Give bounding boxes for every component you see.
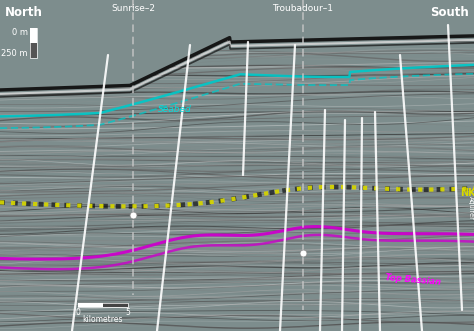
Text: 0: 0 <box>75 308 81 317</box>
Text: North: North <box>5 6 43 19</box>
Text: Reservoir &
Aquifer: Reservoir & Aquifer <box>468 196 474 234</box>
Bar <box>78 303 128 307</box>
Text: 0 m: 0 m <box>12 28 28 37</box>
Polygon shape <box>220 0 474 30</box>
Polygon shape <box>0 0 474 90</box>
Text: Top Bassian: Top Bassian <box>385 273 441 287</box>
Text: NKA: NKA <box>460 188 474 198</box>
Text: 250 m: 250 m <box>1 49 28 58</box>
Text: Seabed: Seabed <box>158 105 192 114</box>
Bar <box>30 28 37 43</box>
Text: 5: 5 <box>126 308 130 317</box>
Bar <box>78 303 103 307</box>
Text: kilometres: kilometres <box>83 315 123 324</box>
Text: South: South <box>430 6 469 19</box>
Text: Sunrise–2: Sunrise–2 <box>111 4 155 13</box>
Bar <box>30 43 37 58</box>
Polygon shape <box>0 0 220 90</box>
Bar <box>103 303 128 307</box>
Text: Troubadour–1: Troubadour–1 <box>273 4 334 13</box>
Bar <box>30 28 37 58</box>
